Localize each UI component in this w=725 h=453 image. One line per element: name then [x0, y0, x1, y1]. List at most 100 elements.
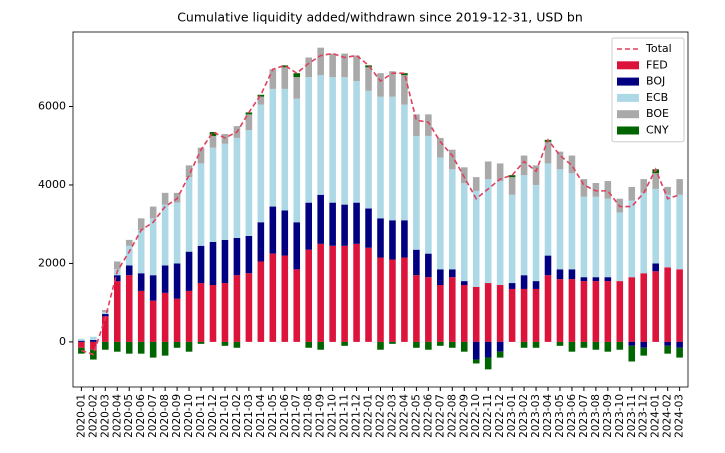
bar	[628, 277, 636, 342]
bar	[173, 341, 181, 348]
x-tick-label: 2020-11	[195, 394, 207, 438]
bar	[365, 67, 372, 91]
bar	[664, 186, 671, 195]
bar	[137, 290, 145, 342]
bar	[640, 341, 648, 348]
x-tick-label: 2020-12	[207, 394, 219, 438]
bar	[257, 94, 265, 97]
bar	[437, 157, 444, 270]
bar	[425, 253, 432, 278]
bar	[628, 200, 636, 278]
bar	[508, 175, 516, 178]
legend-swatch	[617, 77, 639, 86]
bar	[496, 285, 504, 342]
bar	[173, 263, 181, 299]
bar	[317, 243, 324, 342]
bar	[102, 312, 109, 315]
bar	[460, 341, 468, 352]
bar	[221, 283, 229, 342]
bar	[472, 286, 480, 342]
bar	[640, 192, 648, 274]
bar	[90, 339, 97, 342]
x-tick-label: 2023-03	[530, 394, 542, 438]
bar	[496, 351, 504, 358]
bar	[161, 192, 169, 205]
bar	[269, 206, 277, 254]
bar	[317, 341, 324, 350]
x-tick-label: 2020-05	[123, 394, 135, 438]
bar	[149, 206, 157, 219]
x-tick-label: 2022-10	[470, 394, 482, 438]
bar	[257, 261, 265, 342]
bar	[125, 275, 133, 342]
bar	[484, 161, 492, 180]
bar	[185, 165, 193, 178]
bar	[329, 77, 336, 203]
bar	[221, 133, 229, 144]
bar	[413, 275, 420, 342]
bar	[496, 341, 504, 352]
x-tick-label: 2021-11	[339, 394, 351, 438]
bar	[305, 57, 313, 78]
bar	[568, 341, 576, 352]
bar	[269, 88, 277, 207]
bar	[437, 285, 444, 342]
bar	[389, 259, 396, 342]
bar	[472, 359, 480, 364]
legend-swatch	[617, 110, 639, 119]
bar	[149, 300, 157, 342]
y-tick-label: 0	[59, 335, 66, 348]
bar	[568, 279, 576, 342]
bar	[269, 253, 277, 342]
x-tick-label: 2021-02	[231, 394, 243, 438]
bar	[281, 210, 289, 256]
bar	[293, 222, 301, 270]
bar	[377, 341, 384, 350]
bar	[532, 341, 540, 348]
legend-label: FED	[646, 58, 668, 71]
bar	[640, 273, 648, 342]
bar	[413, 249, 420, 276]
legend-label: BOE	[646, 107, 669, 120]
x-tick-label: 2020-07	[147, 394, 159, 438]
total-line	[81, 52, 680, 356]
bar	[556, 151, 564, 170]
bar	[437, 341, 444, 346]
bar	[245, 114, 253, 131]
bar	[604, 277, 612, 282]
bar	[329, 245, 336, 342]
bar	[233, 137, 241, 238]
bar	[317, 75, 324, 195]
bar	[197, 163, 205, 246]
bar	[245, 130, 253, 236]
bar	[113, 275, 121, 282]
legend-label: BOJ	[646, 75, 665, 88]
y-tick-label: 2000	[38, 256, 66, 269]
bar	[197, 283, 205, 342]
legend-label: Total	[645, 42, 672, 55]
bar	[341, 53, 348, 78]
bar	[365, 208, 372, 248]
x-tick-label: 2020-10	[183, 394, 195, 438]
x-tick-label: 2023-07	[578, 394, 590, 438]
bar	[448, 341, 456, 348]
bar	[520, 155, 528, 176]
bar	[568, 269, 576, 280]
bar	[78, 340, 85, 342]
x-tick-label: 2023-10	[614, 394, 626, 438]
bar	[616, 281, 624, 342]
bar	[209, 285, 217, 342]
bar	[353, 202, 360, 244]
legend-swatch	[617, 126, 639, 135]
bar	[556, 269, 564, 280]
bar	[676, 194, 683, 270]
legend-label: CNY	[646, 124, 669, 137]
bar	[293, 73, 301, 78]
x-tick-label: 2020-03	[99, 394, 111, 438]
bar	[437, 137, 444, 158]
bar	[113, 261, 121, 270]
bar	[245, 235, 253, 274]
bar	[365, 65, 372, 68]
